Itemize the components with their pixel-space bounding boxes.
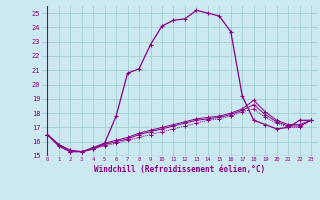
X-axis label: Windchill (Refroidissement éolien,°C): Windchill (Refroidissement éolien,°C) bbox=[94, 165, 265, 174]
